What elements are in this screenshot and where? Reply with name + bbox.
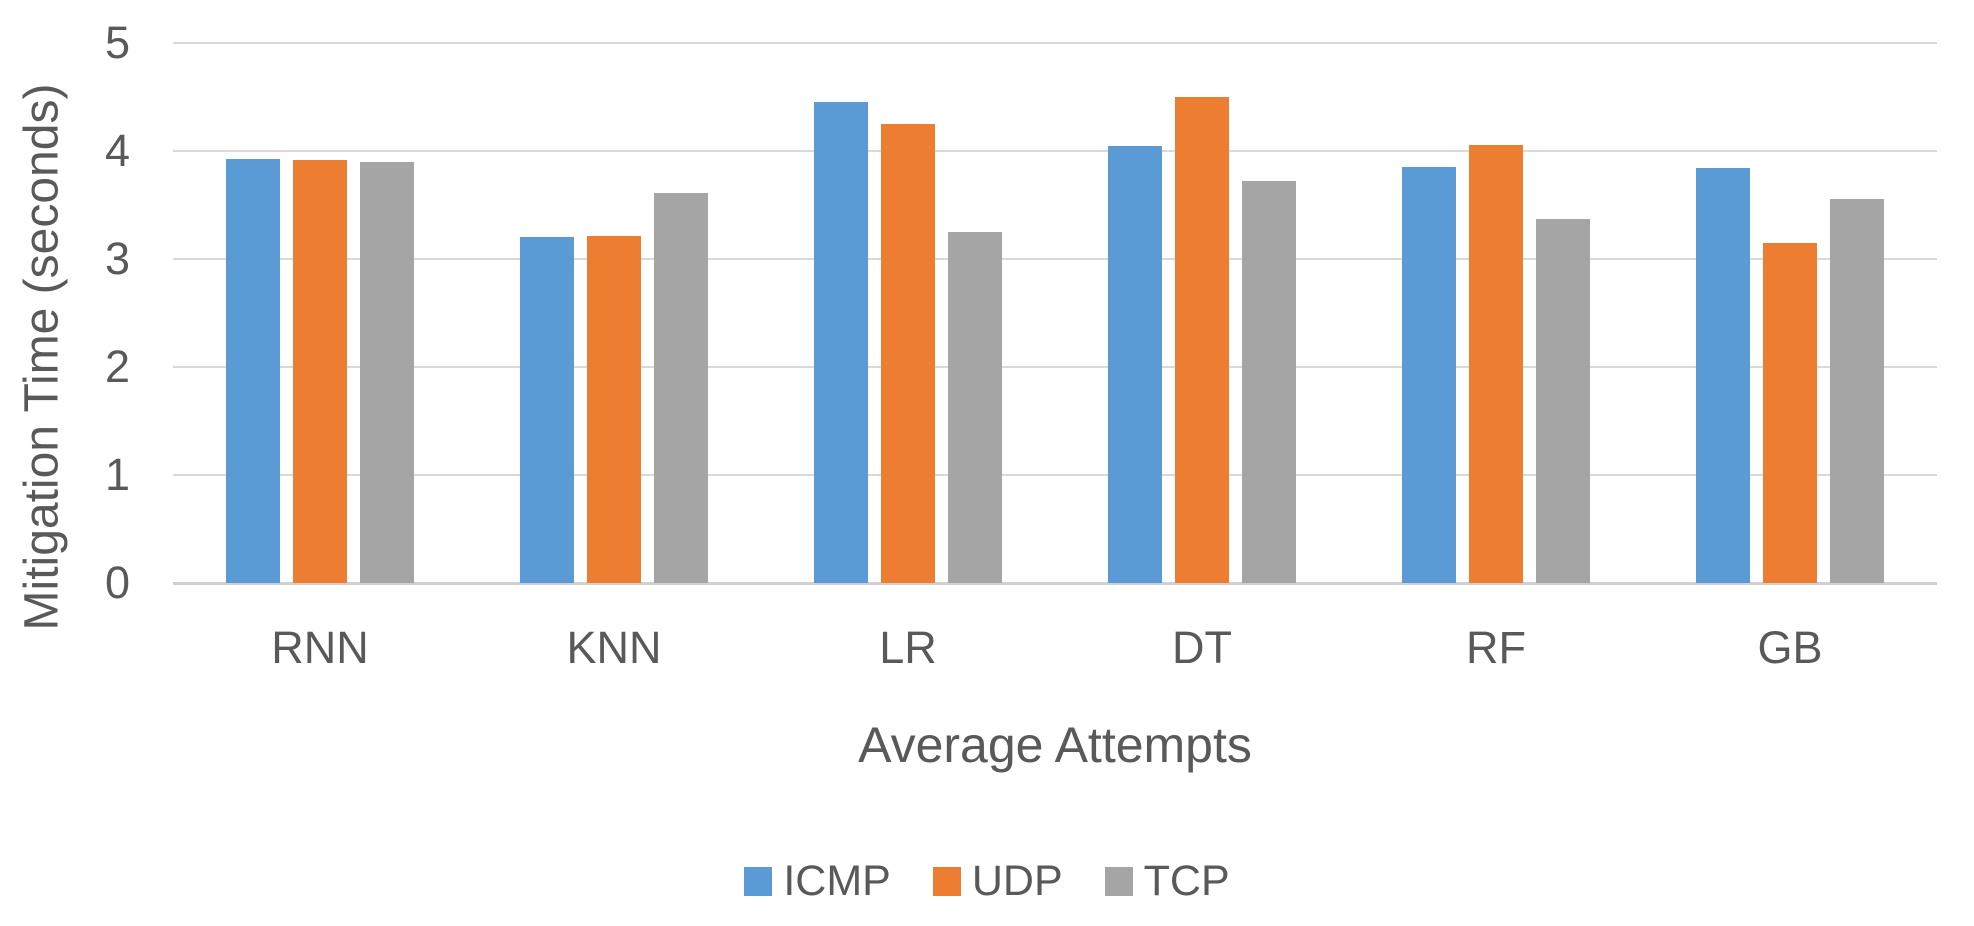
bar-group-DT — [1055, 43, 1349, 583]
y-tick-label-0: 0 — [104, 557, 130, 608]
y-tick-label-5: 5 — [104, 17, 130, 68]
bar-KNN-TCP — [654, 193, 708, 583]
y-tick-label-1: 1 — [104, 449, 130, 500]
y-axis-ticks: 0 1 2 3 4 5 — [0, 20, 130, 606]
bar-LR-ICMP — [814, 102, 868, 583]
bar-group-LR — [761, 43, 1055, 583]
bar-DT-TCP — [1242, 181, 1296, 583]
x-category-label-KNN: KNN — [566, 622, 662, 673]
gridline-y-4 — [173, 150, 1937, 152]
legend-label-UDP: UDP — [971, 857, 1063, 905]
bar-group-RNN — [173, 43, 467, 583]
x-axis-category-labels: RNN KNN LR DT RF GB — [173, 622, 1937, 674]
plot-area — [173, 42, 1937, 585]
bar-RNN-TCP — [360, 161, 414, 583]
gridline-y-0 — [173, 582, 1937, 585]
bar-DT-UDP — [1175, 97, 1229, 583]
bar-group-KNN — [467, 43, 761, 583]
y-tick-label-3: 3 — [104, 233, 130, 284]
legend-swatch-UDP — [932, 866, 961, 896]
gridline-y-3 — [173, 258, 1937, 260]
y-tick-label-2: 2 — [104, 341, 130, 392]
x-category-label-GB: GB — [1757, 622, 1823, 673]
bar-GB-UDP — [1763, 242, 1817, 583]
gridline-y-2 — [173, 366, 1937, 368]
x-category-label-LR: LR — [879, 622, 937, 673]
legend-label-ICMP: ICMP — [783, 857, 891, 905]
bar-GB-ICMP — [1696, 168, 1750, 583]
bar-group-RF — [1349, 43, 1643, 583]
x-category-label-RF: RF — [1466, 622, 1526, 673]
legend-item-UDP: UDP — [932, 857, 1063, 905]
bar-RF-ICMP — [1402, 167, 1456, 583]
legend-item-ICMP: ICMP — [744, 858, 891, 904]
bar-KNN-UDP — [587, 236, 641, 583]
legend: ICMP UDP TCP — [0, 858, 1974, 904]
bar-LR-TCP — [948, 232, 1002, 583]
legend-item-TCP: TCP — [1104, 857, 1230, 905]
legend-swatch-TCP — [1104, 866, 1133, 896]
bar-RNN-UDP — [293, 159, 347, 583]
gridline-y-1 — [173, 474, 1937, 476]
x-category-label-RNN: RNN — [271, 622, 369, 673]
bar-LR-UDP — [881, 124, 935, 583]
bar-GB-TCP — [1830, 198, 1884, 583]
bar-RF-UDP — [1469, 144, 1523, 583]
bar-RF-TCP — [1536, 219, 1590, 583]
bar-RNN-ICMP — [226, 158, 280, 583]
bar-KNN-ICMP — [520, 237, 574, 583]
gridline-y-5 — [173, 42, 1937, 44]
x-category-label-DT: DT — [1172, 622, 1232, 673]
legend-swatch-ICMP — [744, 866, 773, 896]
x-axis-title: Average Attempts — [858, 717, 1252, 773]
bars-layer — [173, 43, 1937, 583]
bar-DT-ICMP — [1108, 145, 1162, 583]
bar-group-GB — [1643, 43, 1937, 583]
y-tick-label-4: 4 — [104, 125, 130, 176]
legend-label-TCP: TCP — [1143, 857, 1230, 905]
